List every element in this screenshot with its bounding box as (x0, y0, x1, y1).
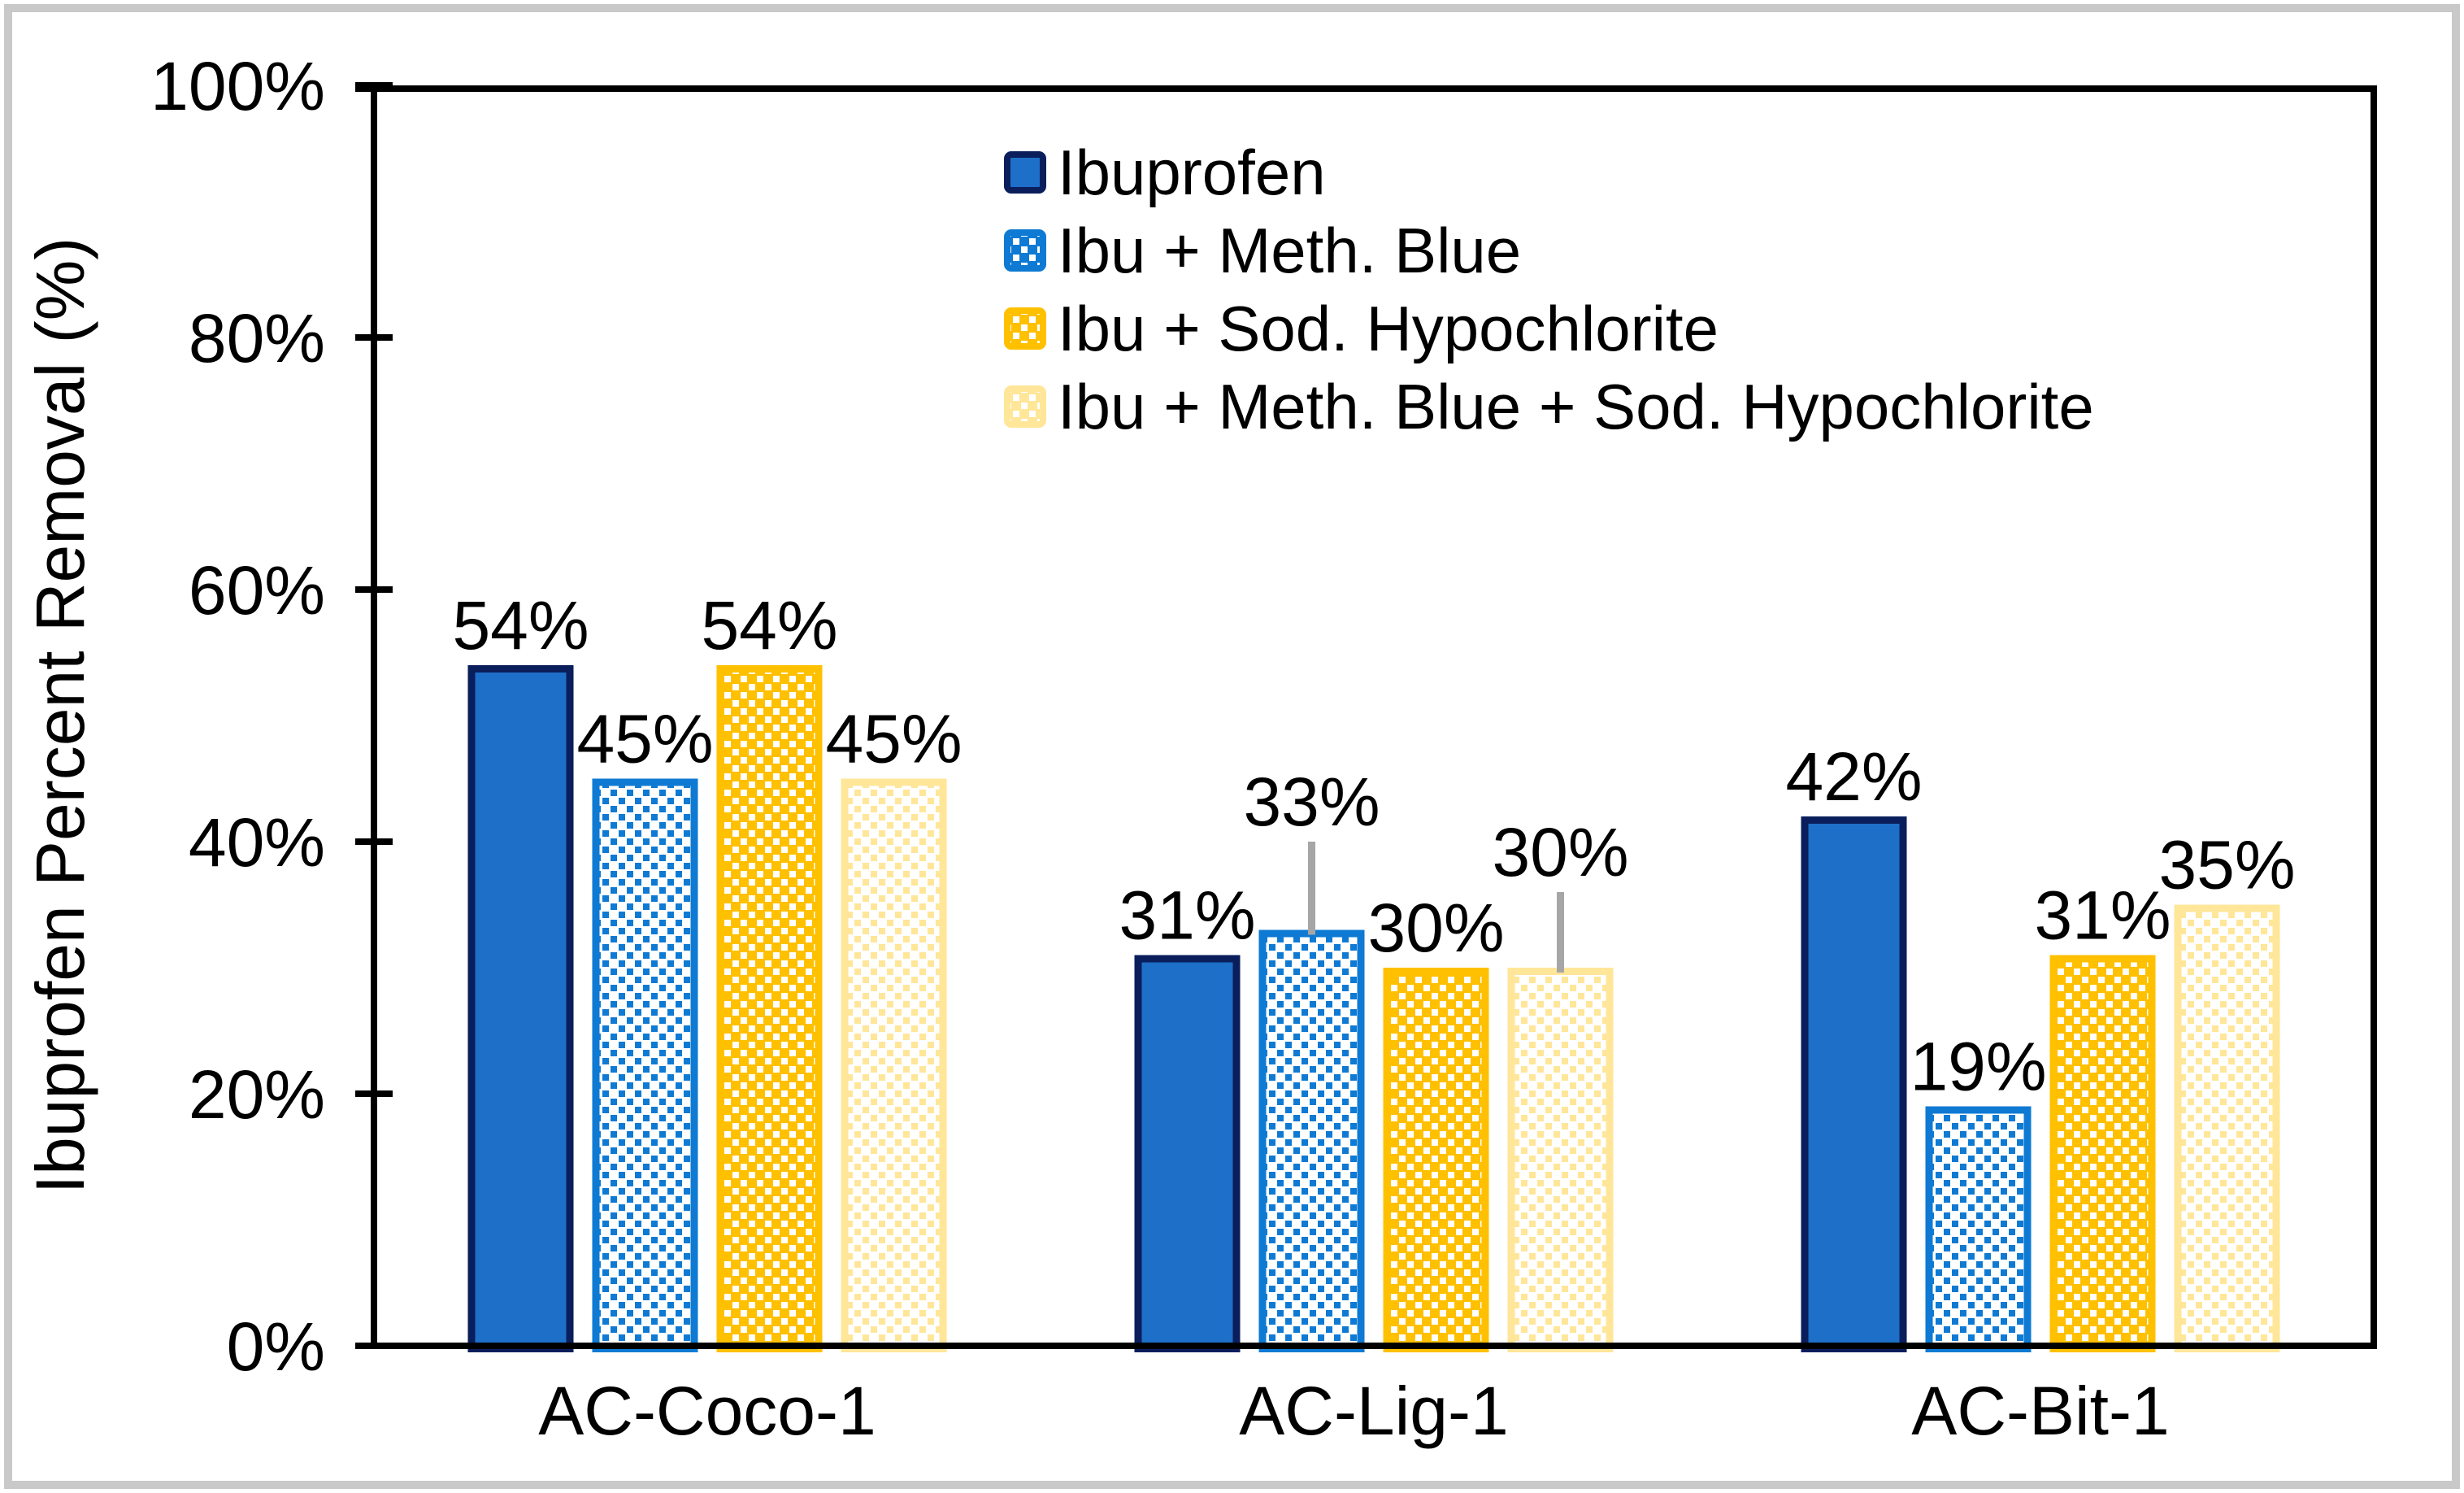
data-label: 45% (576, 701, 713, 777)
category-label: AC-Coco-1 (538, 1373, 876, 1449)
legend-label: Ibu + Meth. Blue + Sod. Hypochlorite (1058, 371, 2094, 442)
bar (1258, 929, 1365, 1352)
bar (1134, 955, 1241, 1352)
y-tick-label: 60% (189, 552, 325, 629)
data-label: 45% (825, 701, 962, 777)
y-tick-label: 0% (227, 1308, 325, 1385)
data-label: 33% (1243, 764, 1380, 840)
y-tick-label: 80% (189, 300, 325, 377)
legend-swatch (1004, 307, 1046, 350)
data-label: 30% (1367, 890, 1504, 966)
legend-swatch (1004, 151, 1046, 194)
legend-label: Ibu + Meth. Blue (1058, 215, 1522, 286)
data-label: 30% (1492, 814, 1628, 890)
bar (2174, 904, 2280, 1352)
y-tick-label: 20% (189, 1056, 325, 1133)
legend-label: Ibuprofen (1058, 137, 1326, 208)
legend-label: Ibu + Sod. Hypochlorite (1058, 293, 1719, 364)
data-label: 35% (2158, 827, 2295, 903)
y-tick-label: 40% (189, 804, 325, 881)
bar (1507, 968, 1614, 1352)
y-axis-title: Ibuprofen Percent Removal (%) (22, 237, 98, 1195)
bar (467, 665, 574, 1352)
data-label: 42% (1785, 738, 1922, 815)
category-label: AC-Bit-1 (1911, 1373, 2169, 1449)
data-label: 54% (452, 587, 589, 664)
data-label: 19% (1910, 1029, 2046, 1105)
data-label: 54% (701, 587, 837, 664)
bar (716, 665, 823, 1352)
data-label: 31% (1119, 877, 1255, 954)
bar (1801, 816, 1907, 1352)
legend-item: Ibuprofen (1004, 137, 2094, 208)
bar (1925, 1106, 2032, 1352)
category-label: AC-Lig-1 (1239, 1373, 1508, 1449)
y-tick-label: 100% (150, 48, 325, 124)
legend-item: Ibu + Sod. Hypochlorite (1004, 293, 2094, 364)
legend-swatch (1004, 229, 1046, 272)
legend: Ibuprofen Ibu + Meth. Blue Ibu + Sod. Hypo… (1004, 137, 2094, 464)
data-label: 31% (2034, 877, 2171, 954)
legend-swatch (1004, 385, 1046, 428)
legend-item: Ibu + Meth. Blue + Sod. Hypochlorite (1004, 371, 2094, 442)
bar (2049, 955, 2156, 1352)
bar (841, 778, 947, 1352)
bar (592, 778, 698, 1352)
bar (1383, 968, 1489, 1352)
legend-item: Ibu + Meth. Blue (1004, 215, 2094, 286)
